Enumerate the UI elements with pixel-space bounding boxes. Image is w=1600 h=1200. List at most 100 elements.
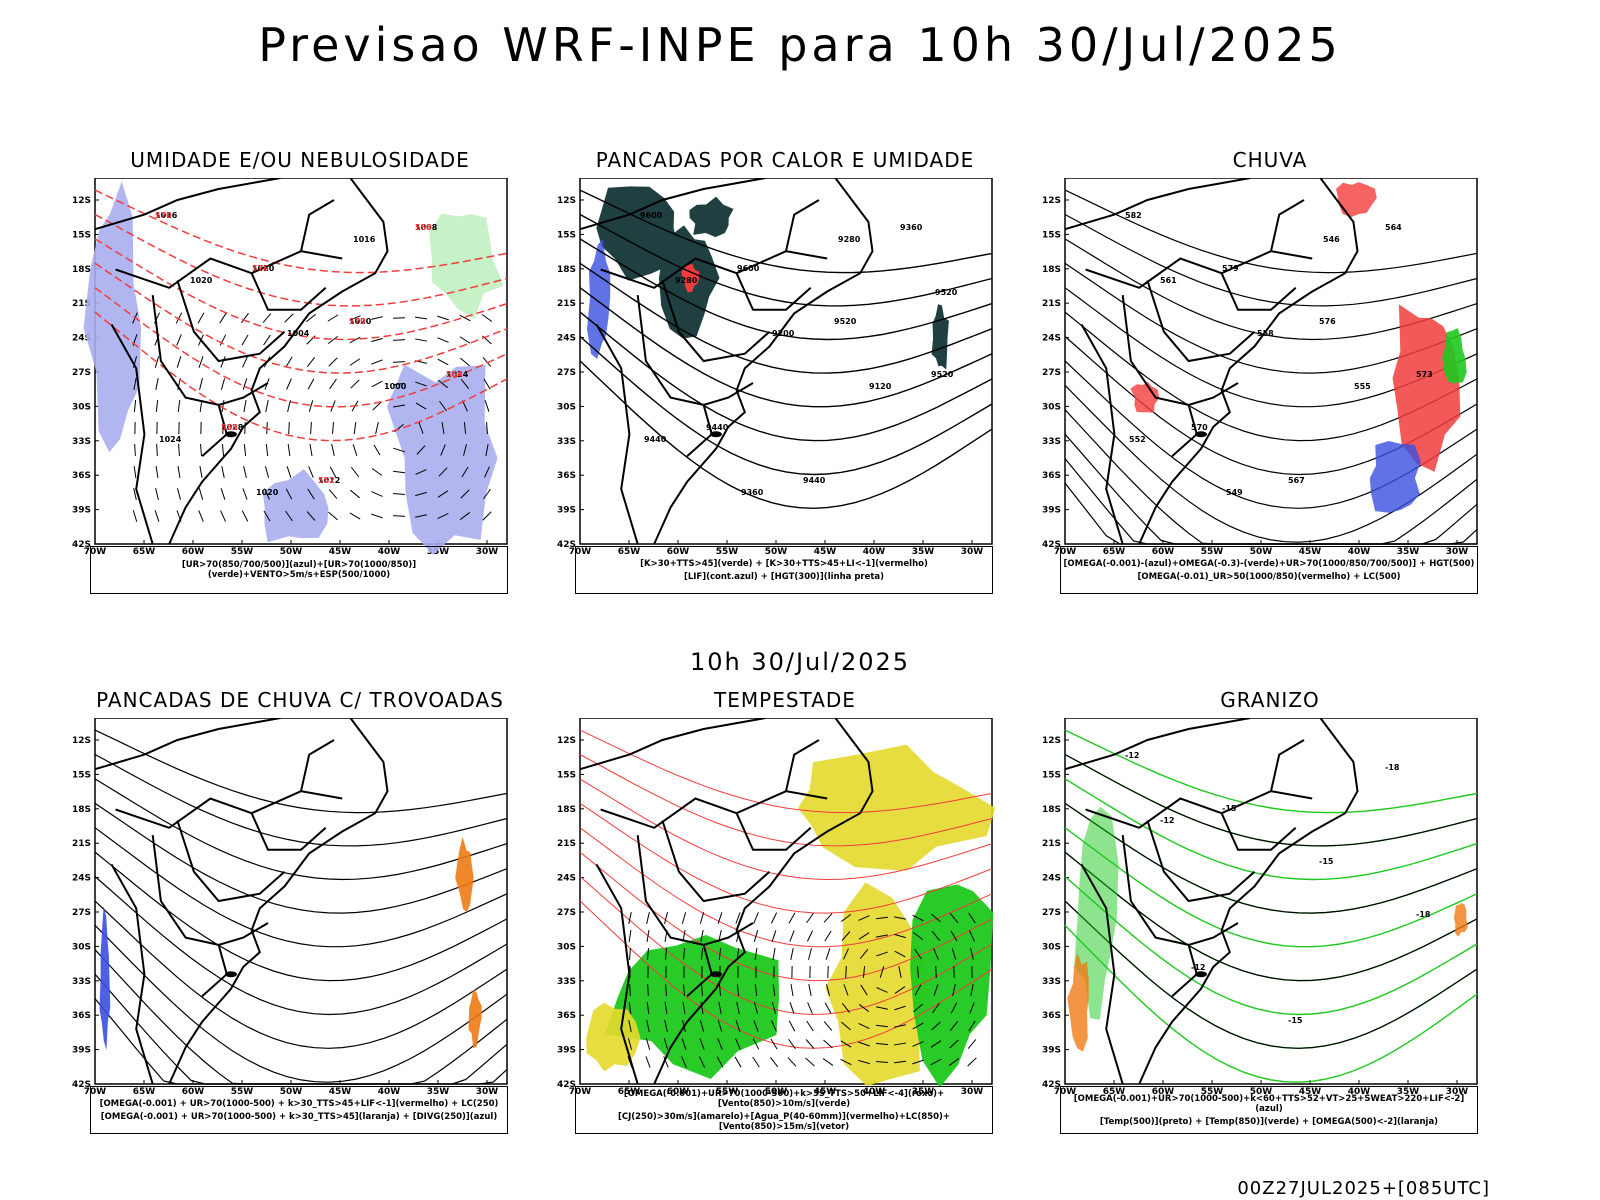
calor-border: [595, 323, 639, 545]
granizo-temp850-contour: [1064, 802, 1478, 914]
granizo-lat-tick: 24S: [1042, 874, 1061, 884]
tempestade-wind-vector: [875, 1042, 889, 1046]
umidade-wind-vector: [482, 357, 492, 367]
tempestade-jet-yellow: [825, 882, 928, 1086]
umidade-wind-vector: [372, 401, 382, 411]
chuva-rain-red: [1130, 381, 1160, 413]
umidade-wind-vector: [265, 443, 269, 457]
umidade-lon-tick: 65W: [133, 547, 156, 557]
tempestade-wind-vector: [875, 1061, 889, 1063]
calor-instability-area: [681, 263, 700, 293]
umidade-wind-vector: [392, 361, 406, 363]
calor-hgt300-contour: [579, 213, 993, 307]
umidade-wind-vector: [392, 339, 406, 341]
umidade-wind-vector: [459, 512, 471, 520]
trovoadas-lat-tick: 33S: [72, 977, 91, 987]
umidade-wind-vector: [263, 510, 271, 522]
umidade-contour-label: 570: [349, 317, 366, 326]
granizo-border: [1220, 812, 1297, 851]
umidade-wind-vector: [307, 378, 315, 390]
tempestade-wind-vector: [787, 1057, 797, 1067]
legend-line: [OMEGA(-0.01)_UR>50(1000/850)(vermelho) …: [1137, 571, 1401, 582]
tempestade-wind-vector: [699, 1020, 705, 1032]
umidade-wind-vector: [198, 356, 204, 368]
tempestade-wind-vector: [894, 916, 906, 920]
umidade-lon-tick: 50W: [280, 547, 303, 557]
umidade-contour-label: 1020: [190, 276, 213, 285]
tempestade-wind-vector: [970, 948, 974, 960]
tempestade-wind-vector: [875, 1024, 889, 1028]
tempestade-wind-vector: [876, 987, 888, 993]
umidade-wind-vector: [288, 421, 290, 435]
chuva-contour-label: 549: [1226, 488, 1243, 497]
umidade-humidity-blue: [262, 469, 329, 543]
tempestade-wind-vector: [806, 1020, 814, 1032]
tempestade-wind-vector: [876, 1006, 888, 1010]
umidade-lon-tick: 35W: [427, 547, 450, 557]
tempestade-lake: [709, 971, 722, 978]
granizo-lat-tick: 42S: [1042, 1080, 1061, 1090]
legend-box: [OMEGA(-0.001)+UR>70(1000-500)+k>35_TTS>…: [575, 1086, 993, 1134]
tempestade-lat-tick: 21S: [557, 839, 576, 849]
granizo-temp850-contour: [1064, 753, 1478, 847]
tempestade-lc850-contour: [579, 729, 993, 814]
tempestade-wind-vector: [898, 966, 902, 978]
trovoadas-lat-tick: 36S: [72, 1011, 91, 1021]
granizo-frame: [1064, 718, 1478, 1085]
granizo-temp500-contour: [1064, 753, 1478, 847]
tempestade-lat-tick: 36S: [557, 1011, 576, 1021]
tempestade-wind-vector: [717, 912, 723, 924]
calor-border: [661, 280, 771, 363]
umidade-contour-label: 1000: [384, 382, 407, 391]
tempestade-wind-vector: [753, 1020, 759, 1032]
tempestade-border: [595, 863, 639, 1085]
umidade-wind-vector: [415, 469, 427, 475]
trovoadas-border: [94, 718, 281, 771]
legend-line: [CJ(250)>30m/s](amarelo)+[Agua_P(40-60mm…: [617, 1111, 951, 1132]
tempestade-lat-tick: 30S: [557, 942, 576, 952]
tempestade-wind-vector: [951, 948, 957, 960]
tempestade-border: [636, 834, 713, 997]
tempestade-wind-vector: [858, 1022, 870, 1030]
legend-box: [UR>70(850/700/500)](azul)+[UR>70(1000/8…: [90, 546, 508, 594]
tempestade-lat-tick: 42S: [557, 1080, 576, 1090]
calor-lon-tick: 30W: [961, 547, 984, 557]
umidade-wind-vector: [353, 421, 357, 435]
umidade-lat-tick: 27S: [72, 368, 91, 378]
tempestade-wind-vector: [894, 933, 906, 939]
umidade-wind-vector: [375, 422, 379, 434]
chuva-lake: [1194, 431, 1207, 438]
calor-lat-tick: 39S: [557, 506, 576, 516]
chuva-lat-tick: 18S: [1042, 265, 1061, 275]
chuva-border: [1085, 250, 1313, 289]
tempestade-wind-vector: [950, 930, 958, 942]
tempestade-wind-vector: [788, 912, 796, 924]
umidade-wind-vector: [243, 466, 247, 478]
chuva-lon-tick: 60W: [1152, 547, 1175, 557]
chuva-contour-label: 561: [1160, 276, 1177, 285]
tempestade-wind-vector: [771, 930, 777, 942]
umidade-lake: [224, 431, 237, 438]
umidade-border: [151, 294, 228, 457]
trovoadas-frame: [94, 718, 508, 1085]
calor-lat-tick: 27S: [557, 368, 576, 378]
tempestade-wind-vector: [805, 1057, 815, 1067]
panel-umidade: UMIDADE E/OU NEBULOSIDADE 12S 15S 18S 21S 24…: [60, 148, 540, 628]
tempestade-wind-vector: [718, 947, 722, 961]
chuva-rain-blue: [1369, 441, 1421, 513]
umidade-wind-vector: [197, 312, 205, 324]
umidade-wind-vector: [286, 466, 292, 478]
umidade-wind-vector: [199, 378, 203, 390]
umidade-wind-vector: [484, 400, 490, 412]
umidade-contour-label: 570: [155, 211, 172, 220]
tempestade-wind-vector: [788, 1038, 796, 1050]
umidade-wind-vector: [437, 315, 449, 321]
umidade-wind-vector: [350, 489, 360, 499]
panel-title: PANCADAS DE CHUVA C/ TROVOADAS: [96, 688, 504, 712]
legend-line: [OMEGA(-0.001) + UR>70(1000-500) + k>30_…: [100, 1111, 498, 1122]
granizo-border: [1064, 718, 1251, 771]
umidade-humidity-blue: [83, 181, 142, 453]
tempestade-wind-vector: [969, 930, 975, 942]
tempestade-wind-vector: [664, 1020, 668, 1032]
